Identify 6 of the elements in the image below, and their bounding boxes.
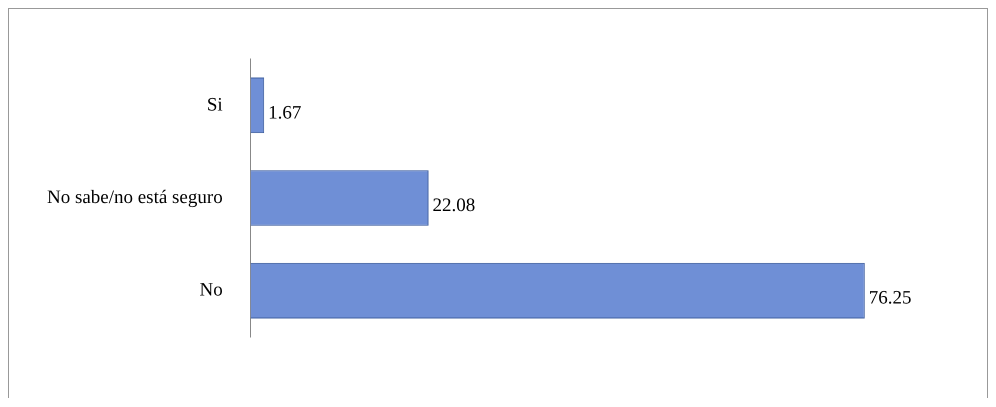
y-tick-label: No sabe/no está seguro: [46, 186, 223, 208]
data-label: 22.08: [432, 194, 476, 216]
y-tick-label: Si: [206, 94, 223, 116]
data-label: 1.67: [268, 102, 302, 124]
y-tick-label: No: [199, 280, 223, 301]
data-label: 76.25: [868, 288, 912, 309]
